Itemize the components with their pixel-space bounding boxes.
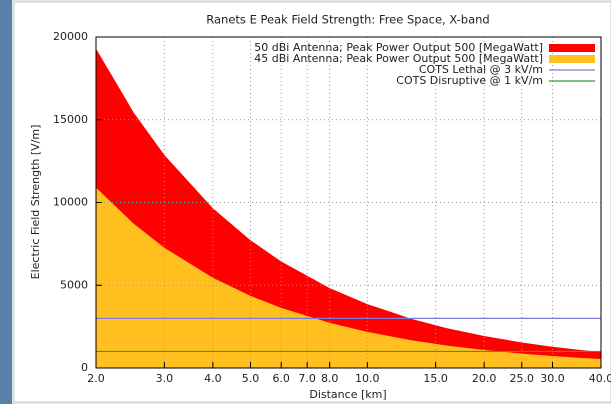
x-tick-label: 7.0 xyxy=(298,372,316,385)
x-tick-label: 3.0 xyxy=(156,372,174,385)
x-tick-label: 25.0 xyxy=(510,372,535,385)
y-tick-label: 0 xyxy=(81,361,88,374)
x-tick-label: 40.0 xyxy=(589,372,611,385)
x-tick-label: 30.0 xyxy=(540,372,565,385)
x-tick-label: 15.0 xyxy=(423,372,448,385)
legend-label: 45 dBi Antenna; Peak Power Output 500 [M… xyxy=(254,52,543,65)
side-strip xyxy=(0,0,12,404)
y-tick-label: 20000 xyxy=(53,30,88,43)
x-tick-label: 2.0 xyxy=(87,372,105,385)
x-tick-label: 10.0 xyxy=(355,372,380,385)
legend-swatch xyxy=(549,44,595,52)
x-tick-label: 5.0 xyxy=(242,372,260,385)
y-tick-label: 5000 xyxy=(60,278,88,291)
x-axis-label: Distance [km] xyxy=(309,388,386,401)
plot-frame xyxy=(95,36,602,369)
chart-title: Ranets E Peak Field Strength: Free Space… xyxy=(206,13,489,27)
x-tick-label: 8.0 xyxy=(321,372,339,385)
legend-label: 50 dBi Antenna; Peak Power Output 500 [M… xyxy=(254,41,543,54)
legend-swatch xyxy=(549,55,595,63)
y-tick-label: 10000 xyxy=(53,196,88,209)
y-axis-label: Electric Field Strength [V/m] xyxy=(29,125,42,280)
x-tick-label: 4.0 xyxy=(204,372,222,385)
x-tick-label: 6.0 xyxy=(272,372,290,385)
legend-label: COTS Lethal @ 3 kV/m xyxy=(419,63,543,76)
area xyxy=(96,187,601,368)
x-tick-label: 20.0 xyxy=(472,372,497,385)
y-tick-label: 15000 xyxy=(53,113,88,126)
legend-label: COTS Disruptive @ 1 kV/m xyxy=(396,74,543,87)
